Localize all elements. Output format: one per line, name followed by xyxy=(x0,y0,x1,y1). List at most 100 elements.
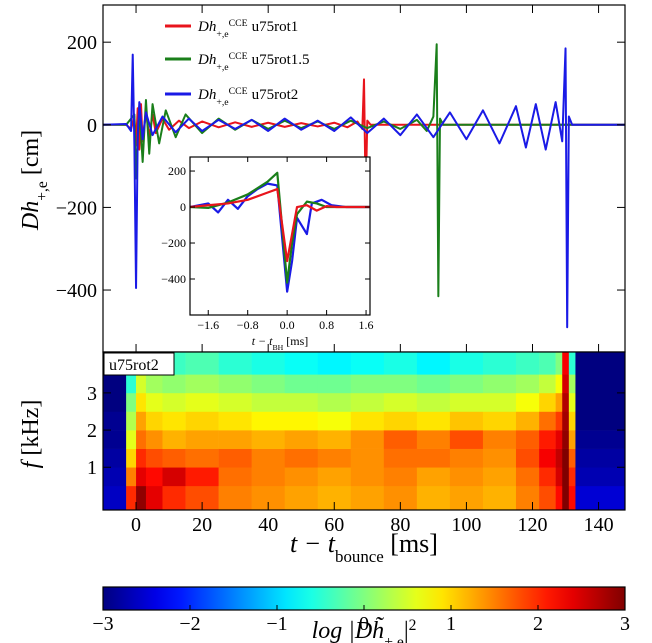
heatmap-cell xyxy=(350,467,385,487)
heatmap-cell xyxy=(416,467,451,487)
heatmap-cell xyxy=(562,485,570,511)
x-axis-label-part: [ms] xyxy=(384,529,438,558)
inset-background xyxy=(190,157,370,315)
heatmap-cell xyxy=(136,374,147,394)
legend-label-part: CCE xyxy=(229,51,248,62)
y-tick-label: 3 xyxy=(87,383,97,405)
heatmap-cell xyxy=(562,392,570,412)
heatmap-cell xyxy=(350,411,385,431)
heatmap-cell xyxy=(383,392,418,412)
y-axis-label-part: +,e xyxy=(34,181,51,201)
colorbar-tick-label: −1 xyxy=(266,613,287,635)
y-tick-label: −400 xyxy=(56,280,97,302)
heatmap-cell xyxy=(555,448,563,468)
heatmap-cell xyxy=(284,467,319,487)
x-axis-label-part: bounce xyxy=(335,547,384,566)
legend-label: Dh+,eCCE u75rot1.5 xyxy=(197,51,310,73)
heatmap-cell xyxy=(136,448,147,468)
heatmap-cell xyxy=(103,448,127,468)
y-axis-label-part: f xyxy=(18,458,44,468)
heatmap-cell xyxy=(350,448,385,468)
heatmap-cell xyxy=(126,374,137,394)
heatmap-cell xyxy=(145,411,163,431)
heatmap-cell xyxy=(383,430,418,449)
heatmap-cell xyxy=(575,485,626,511)
heatmap-cell xyxy=(515,374,540,394)
heatmap-cell xyxy=(317,411,352,431)
heatmap-cell xyxy=(185,467,219,487)
heatmap-cell xyxy=(575,411,626,431)
heatmap-cell xyxy=(218,485,252,511)
heatmap-cell xyxy=(251,374,286,394)
heatmap-cell xyxy=(218,352,252,375)
heatmap-cell xyxy=(568,448,576,468)
x-tick-label: 20 xyxy=(192,514,212,536)
y-axis-label: Dh+,e [cm] xyxy=(18,130,51,231)
heatmap-cell xyxy=(317,374,352,394)
heatmap-cell xyxy=(103,430,127,449)
y-axis-label-part: [cm] xyxy=(18,130,44,181)
heatmap-cell xyxy=(482,392,517,412)
heatmap-cell xyxy=(185,374,219,394)
heatmap-cell xyxy=(383,467,418,487)
y-axis-label: f [kHz] xyxy=(18,400,44,469)
heatmap-cell xyxy=(350,352,385,375)
series-line xyxy=(103,47,625,329)
heatmap-cell xyxy=(449,430,484,449)
heatmap-cell xyxy=(575,374,626,394)
heatmap-cell xyxy=(317,392,352,412)
x-tick-label: 100 xyxy=(451,514,481,536)
heatmap-cell xyxy=(126,448,137,468)
heatmap-cell xyxy=(416,448,451,468)
heatmap-cell xyxy=(449,467,484,487)
heatmap-cell xyxy=(103,467,127,487)
heatmap-cell xyxy=(251,467,286,487)
heatmap-cell xyxy=(103,411,127,431)
inset-x-axis-label: t − tBH [ms] xyxy=(252,334,309,352)
heatmap-cell xyxy=(185,392,219,412)
heatmap-cell xyxy=(350,430,385,449)
heatmap-cell xyxy=(539,392,556,412)
heatmap-cell xyxy=(251,352,286,375)
colorbar-tick-label: 0 xyxy=(359,613,369,635)
heatmap-cell xyxy=(568,430,576,449)
heatmap-cell xyxy=(103,485,127,511)
heatmap-cell xyxy=(145,467,163,487)
heatmap-cell xyxy=(251,392,286,412)
heatmap-cell xyxy=(575,467,626,487)
heatmap-cell xyxy=(416,374,451,394)
heatmap-cell xyxy=(539,352,556,375)
heatmap-cell xyxy=(383,448,418,468)
colorbar-tick-label: 1 xyxy=(446,613,456,635)
heatmap-cell xyxy=(416,352,451,375)
legend-series-name: u75rot1 xyxy=(252,19,299,35)
heatmap-cell xyxy=(416,485,451,511)
heatmap-cell xyxy=(555,467,563,487)
colorbar-label-part: 2 xyxy=(409,617,417,634)
inset-x-tick-label: −1.6 xyxy=(197,318,219,332)
series-group xyxy=(103,43,625,329)
heatmap-cell xyxy=(284,485,319,511)
heatmap-cell xyxy=(539,467,556,487)
y-axis-label-part: [kHz] xyxy=(18,400,44,462)
inset-y-tick-label: 0 xyxy=(180,200,186,214)
heatmap-cell xyxy=(555,430,563,449)
heatmap-cell xyxy=(162,392,186,412)
legend-label-part: +,e xyxy=(216,62,228,73)
legend-label-part: Dh xyxy=(197,87,216,103)
heatmap-cell xyxy=(383,411,418,431)
colorbar-tick-label: −2 xyxy=(179,613,200,635)
x-tick-label: 140 xyxy=(584,514,614,536)
heatmap-cell xyxy=(136,467,147,487)
heatmap-cell xyxy=(136,430,147,449)
heatmap-cell xyxy=(251,448,286,468)
heatmap-cell xyxy=(136,392,147,412)
colorbar-label-part: | xyxy=(404,618,409,643)
heatmap-cell xyxy=(562,374,570,394)
heatmap-cell xyxy=(568,411,576,431)
heatmap-cell xyxy=(562,430,570,449)
heatmap-cell xyxy=(145,448,163,468)
heatmap-cell xyxy=(575,448,626,468)
heatmap-cell xyxy=(251,430,286,449)
